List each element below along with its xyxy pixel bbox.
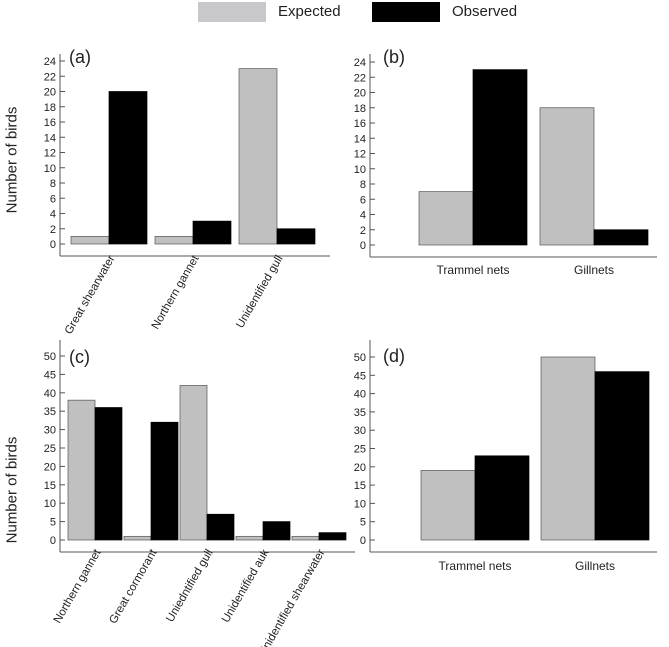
bar-expected-unidentified-auk bbox=[235, 535, 264, 541]
bar-observed-unidentified-gull bbox=[276, 228, 316, 245]
y-tick-label: 15 bbox=[354, 480, 366, 492]
y-tick-label: 12 bbox=[354, 149, 366, 161]
x-tick-label-gillnets: Gillnets bbox=[575, 559, 615, 573]
y-tick-label: 0 bbox=[360, 535, 366, 547]
bar-observed-northern-gannet bbox=[94, 407, 123, 541]
y-tick-label: 12 bbox=[44, 148, 56, 160]
y-tick-label: 50 bbox=[354, 352, 366, 364]
y-tick-label: 0 bbox=[50, 535, 56, 547]
y-tick-label: 0 bbox=[50, 239, 56, 251]
bar-observed-great-shearwater bbox=[108, 91, 148, 245]
y-tick-label: 22 bbox=[44, 71, 56, 83]
y-tick-label: 45 bbox=[354, 370, 366, 382]
x-tick-label-northern-gannet: Northern gannet bbox=[150, 253, 202, 332]
bar-observed-unidentified-shearwater bbox=[318, 532, 347, 541]
y-tick-label: 45 bbox=[44, 369, 56, 381]
panel-label: (a) bbox=[69, 47, 91, 67]
x-tick-label-great-cormorant: Great cormorant bbox=[107, 547, 160, 626]
y-tick-label: 16 bbox=[354, 118, 366, 130]
bar-observed-uniedntified-gull bbox=[206, 513, 235, 541]
y-tick-label: 35 bbox=[354, 407, 366, 419]
y-tick-label: 6 bbox=[360, 194, 366, 206]
legend-label-observed: Observed bbox=[452, 3, 518, 20]
y-tick-label: 25 bbox=[44, 443, 56, 455]
bar-expected-northern-gannet bbox=[67, 399, 96, 541]
x-tick-label-trammel-nets: Trammel nets bbox=[439, 559, 512, 573]
y-tick-label: 10 bbox=[354, 164, 366, 176]
y-tick-label: 25 bbox=[354, 444, 366, 456]
y-tick-label: 10 bbox=[354, 498, 366, 510]
bar-observed-gillnets bbox=[594, 371, 650, 541]
x-tick-label-trammel-nets: Trammel nets bbox=[437, 263, 510, 277]
y-tick-label: 4 bbox=[360, 210, 366, 222]
y-tick-label: 30 bbox=[354, 425, 366, 437]
y-tick-label: 2 bbox=[360, 225, 366, 237]
panel-label: (c) bbox=[69, 347, 90, 367]
legend-swatch-observed bbox=[372, 2, 440, 22]
y-tick-label: 5 bbox=[360, 517, 366, 529]
y-tick-label: 20 bbox=[354, 462, 366, 474]
y-tick-label: 18 bbox=[354, 103, 366, 115]
y-tick-label: 8 bbox=[360, 179, 366, 191]
legend-swatch-expected bbox=[198, 2, 266, 22]
bar-observed-trammel-nets bbox=[474, 455, 530, 541]
y-tick-label: 50 bbox=[44, 351, 56, 363]
panel-label: (d) bbox=[383, 346, 405, 366]
bar-expected-trammel-nets bbox=[420, 470, 476, 541]
chart-panel-c: (c) 0 5 10 15 20 25 30 35 40 45 50 Northern gannet Gr… bbox=[44, 340, 355, 647]
x-tick-label-northern-gannet: Northern gannet bbox=[52, 547, 104, 626]
y-tick-label: 20 bbox=[44, 87, 56, 99]
y-tick-label: 15 bbox=[44, 480, 56, 492]
y-tick-label: 40 bbox=[44, 388, 56, 400]
bar-observed-unidentified-auk bbox=[262, 521, 291, 541]
bar-expected-great-cormorant bbox=[123, 535, 152, 541]
bar-expected-unidentified-shearwater bbox=[291, 535, 320, 541]
bar-expected-unidentified-gull bbox=[238, 68, 278, 245]
y-tick-label: 14 bbox=[354, 133, 366, 145]
bar-expected-uniedntified-gull bbox=[179, 385, 208, 541]
y-tick-label: 16 bbox=[44, 117, 56, 129]
legend-label-expected: Expected bbox=[278, 3, 341, 20]
y-tick-label: 20 bbox=[44, 461, 56, 473]
chart-panel-d: (d) 0 5 10 15 20 25 30 35 40 45 50 Trammel nets Gilln… bbox=[354, 340, 657, 573]
y-tick-label: 10 bbox=[44, 163, 56, 175]
x-tick-label-unidentified-shearwater: Unidentified shearwater bbox=[257, 547, 328, 647]
bar-observed-great-cormorant bbox=[150, 421, 179, 541]
y-tick-label: 4 bbox=[50, 209, 56, 221]
x-tick-label-gillnets: Gillnets bbox=[574, 263, 614, 277]
bar-expected-great-shearwater bbox=[70, 236, 110, 245]
bar-expected-trammel-nets bbox=[418, 191, 474, 246]
x-tick-label-uniedntified-gull: Uniedntified gull bbox=[164, 548, 215, 625]
bar-observed-trammel-nets bbox=[472, 69, 528, 246]
y-tick-label: 22 bbox=[354, 72, 366, 84]
chart-legend: Expected Observed bbox=[0, 0, 669, 26]
y-tick-label: 10 bbox=[44, 498, 56, 510]
panel-label: (b) bbox=[383, 47, 405, 67]
bar-observed-northern-gannet bbox=[192, 220, 232, 245]
bar-expected-northern-gannet bbox=[154, 236, 194, 245]
y-tick-label: 30 bbox=[44, 425, 56, 437]
bar-observed-gillnets bbox=[593, 229, 649, 246]
y-tick-label: 5 bbox=[50, 517, 56, 529]
y-tick-label: 20 bbox=[354, 88, 366, 100]
y-tick-label: 2 bbox=[50, 224, 56, 236]
bar-expected-gillnets bbox=[540, 356, 596, 541]
y-tick-label: 6 bbox=[50, 193, 56, 205]
x-tick-label-unidentified-gull: Unidentified gull bbox=[234, 254, 285, 331]
y-tick-label: 40 bbox=[354, 389, 366, 401]
y-tick-label: 8 bbox=[50, 178, 56, 190]
bar-expected-gillnets bbox=[539, 107, 595, 246]
y-tick-label: 24 bbox=[354, 57, 366, 69]
y-tick-label: 24 bbox=[44, 56, 56, 68]
x-tick-label-great-shearwater: Great shearwater bbox=[63, 253, 118, 336]
y-tick-label: 35 bbox=[44, 406, 56, 418]
y-tick-label: 14 bbox=[44, 132, 56, 144]
y-tick-label: 18 bbox=[44, 102, 56, 114]
x-tick-label-unidentified-auk: Unidentified auk bbox=[220, 547, 272, 625]
y-tick-label: 0 bbox=[360, 240, 366, 252]
